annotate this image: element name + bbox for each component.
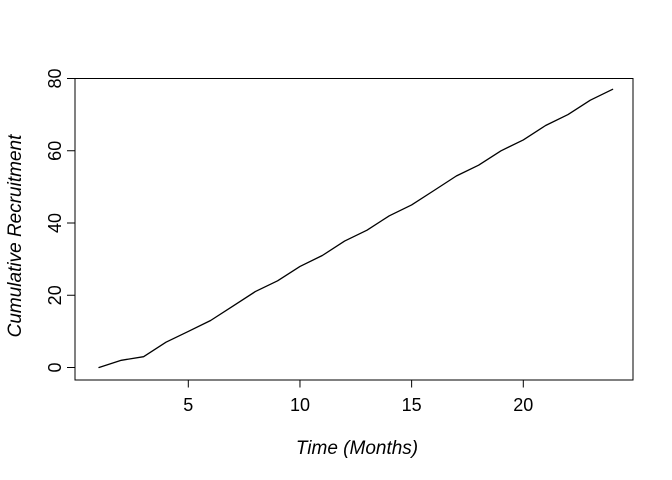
x-tick-label: 10 xyxy=(290,395,310,415)
y-tick-label: 0 xyxy=(45,362,65,372)
y-tick-label: 20 xyxy=(45,285,65,305)
x-axis-title: Time (Months) xyxy=(296,438,418,459)
y-tick-label: 60 xyxy=(45,141,65,161)
y-axis-ticks: 0 20 40 60 80 xyxy=(45,68,75,373)
plot-border xyxy=(74,78,634,381)
x-axis-ticks: 5 10 15 20 xyxy=(183,380,533,415)
y-tick-label: 80 xyxy=(45,68,65,88)
x-tick-label: 5 xyxy=(183,395,193,415)
x-tick-label: 20 xyxy=(513,395,533,415)
series-line xyxy=(98,88,614,369)
y-tick-label: 40 xyxy=(45,213,65,233)
y-axis-title: Cumulative Recruitment xyxy=(5,134,26,337)
x-tick-label: 15 xyxy=(402,395,422,415)
